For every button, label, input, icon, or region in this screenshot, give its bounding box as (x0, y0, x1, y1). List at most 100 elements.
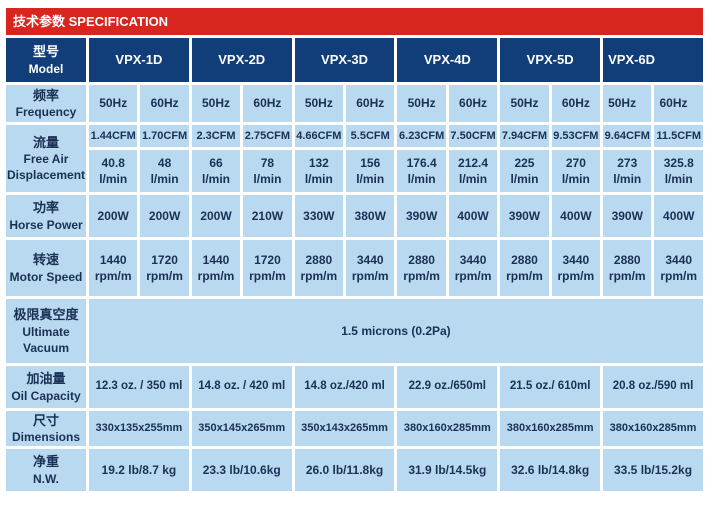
row-label-dimensions-zh: 尺寸 (32, 412, 59, 428)
model-header-vpx-3d: VPX-3D (294, 38, 395, 82)
oil-capacity-cell: 22.9 oz./650ml (397, 366, 498, 408)
flow-cfm-cell: 6.23CFM (397, 125, 446, 147)
flow-lmin-value: 212.4 (458, 155, 489, 170)
dimensions-cell: 350x143x265mm (294, 411, 395, 446)
weight-cell: 26.0 lb/11.8kg (294, 449, 395, 491)
speed-value: 1440 (202, 252, 230, 267)
row-label-frequency-zh: 频率 (32, 87, 59, 103)
row-label-power-zh: 功率 (32, 200, 59, 216)
dimensions-cell: 380x160x285mm (397, 411, 498, 446)
model-header-vpx-5d: VPX-5D (500, 38, 601, 82)
flow-cfm-cell: 9.64CFM (603, 125, 652, 147)
row-label-frequency: 频率 Frequency (6, 85, 86, 122)
row-label-weight-en: N.W. (33, 471, 59, 486)
speed-cell: 3440 rpm/m (346, 240, 395, 296)
speed-unit: rpm/m (94, 269, 132, 283)
frequency-cell: 50Hz (294, 85, 344, 122)
row-label-flow-en2: Displacement (6, 168, 86, 183)
row-label-power-en: Horse Power (9, 217, 83, 232)
row-label-oil-en: Oil Capacity (11, 388, 81, 403)
flow-lmin-unit: l/min (664, 172, 693, 186)
flow-cfm-cell: 5.5CFM (346, 125, 395, 147)
weight-cell: 31.9 lb/14.5kg (397, 449, 498, 491)
speed-cell: 1440 rpm/m (89, 240, 138, 296)
row-label-weight: 净重 N.W. (6, 449, 86, 491)
frequency-cell: 50Hz (191, 85, 241, 122)
speed-value: 1720 (254, 252, 281, 267)
speed-unit: rpm/m (197, 269, 235, 283)
model-header-vpx-1d: VPX-1D (89, 38, 189, 82)
power-cell: 390W (603, 195, 652, 237)
flow-lmin-unit: l/min (150, 172, 179, 186)
specification-table: 技术参数 SPECIFICATION 型号 Model VPX-1D VPX-2… (3, 5, 706, 494)
flow-lmin-value: 325.8 (663, 155, 694, 170)
flow-lmin-unit: l/min (253, 172, 282, 186)
oil-capacity-cell: 12.3 oz. / 350 ml (89, 366, 189, 408)
power-cell: 400W (551, 195, 601, 237)
speed-unit: rpm/m (506, 269, 543, 283)
flow-lmin-cell: 78 l/min (243, 150, 292, 192)
frequency-cell: 50Hz (603, 85, 652, 122)
flow-lmin-value: 156 (360, 155, 381, 170)
flow-lmin-cell: 225 l/min (500, 150, 549, 192)
speed-unit: rpm/m (454, 269, 492, 283)
flow-lmin-unit: l/min (613, 172, 642, 186)
frequency-cell: 60Hz (140, 85, 189, 122)
dimensions-cell: 350x145x265mm (191, 411, 292, 446)
flow-lmin-unit: l/min (510, 172, 539, 186)
flow-lmin-value: 273 (617, 155, 638, 170)
flow-lmin-cell: 156 l/min (346, 150, 395, 192)
power-cell: 400W (654, 195, 703, 237)
flow-lmin-value: 132 (308, 155, 329, 170)
flow-lmin-unit: l/min (407, 172, 436, 186)
power-cell: 200W (191, 195, 241, 237)
flow-lmin-value: 48 (157, 155, 172, 170)
flow-cfm-cell: 7.94CFM (500, 125, 549, 147)
speed-value: 3440 (356, 252, 384, 267)
weight-cell: 32.6 lb/14.8kg (500, 449, 601, 491)
power-cell: 390W (500, 195, 549, 237)
frequency-cell: 60Hz (551, 85, 601, 122)
flow-cfm-cell: 9.53CFM (551, 125, 601, 147)
speed-cell: 3440 rpm/m (654, 240, 703, 296)
row-label-vacuum-en1: Ultimate (22, 324, 70, 339)
speed-value: 2880 (305, 252, 333, 267)
speed-cell: 3440 rpm/m (551, 240, 601, 296)
speed-value: 3440 (459, 252, 487, 267)
weight-cell: 23.3 lb/10.6kg (191, 449, 292, 491)
flow-lmin-value: 225 (514, 155, 535, 170)
flow-cfm-cell: 11.5CFM (654, 125, 703, 147)
speed-cell: 1720 rpm/m (243, 240, 292, 296)
flow-lmin-value: 66 (209, 155, 223, 170)
frequency-cell: 50Hz (89, 85, 138, 122)
flow-cfm-cell: 1.44CFM (89, 125, 138, 147)
flow-lmin-unit: l/min (561, 172, 590, 186)
oil-capacity-cell: 20.8 oz./590 ml (603, 366, 703, 408)
row-label-oil-zh: 加油量 (26, 371, 66, 387)
flow-cfm-cell: 7.50CFM (448, 125, 498, 147)
flow-lmin-unit: l/min (202, 172, 231, 186)
row-label-dimensions: 尺寸 Dimensions (6, 411, 86, 446)
row-label-vacuum-en2: Vacuum (22, 340, 70, 355)
row-label-speed: 转速 Motor Speed (6, 240, 86, 296)
flow-lmin-cell: 48 l/min (140, 150, 189, 192)
speed-unit: rpm/m (660, 269, 698, 283)
speed-value: 2880 (408, 252, 435, 267)
speed-cell: 1720 rpm/m (140, 240, 189, 296)
power-cell: 390W (397, 195, 446, 237)
speed-cell: 3440 rpm/m (448, 240, 498, 296)
speed-value: 1440 (99, 252, 127, 267)
frequency-cell: 50Hz (500, 85, 549, 122)
speed-cell: 2880 rpm/m (294, 240, 344, 296)
power-cell: 200W (140, 195, 189, 237)
row-label-speed-en: Motor Speed (9, 269, 83, 284)
row-label-speed-zh: 转速 (32, 252, 59, 268)
frequency-cell: 60Hz (448, 85, 498, 122)
flow-cfm-cell: 4.66CFM (294, 125, 344, 147)
oil-capacity-cell: 21.5 oz./ 610ml (500, 366, 601, 408)
speed-unit: rpm/m (403, 269, 440, 283)
row-label-model-zh: 型号 (32, 44, 59, 60)
speed-cell: 2880 rpm/m (397, 240, 446, 296)
power-cell: 380W (346, 195, 395, 237)
speed-unit: rpm/m (608, 269, 646, 283)
